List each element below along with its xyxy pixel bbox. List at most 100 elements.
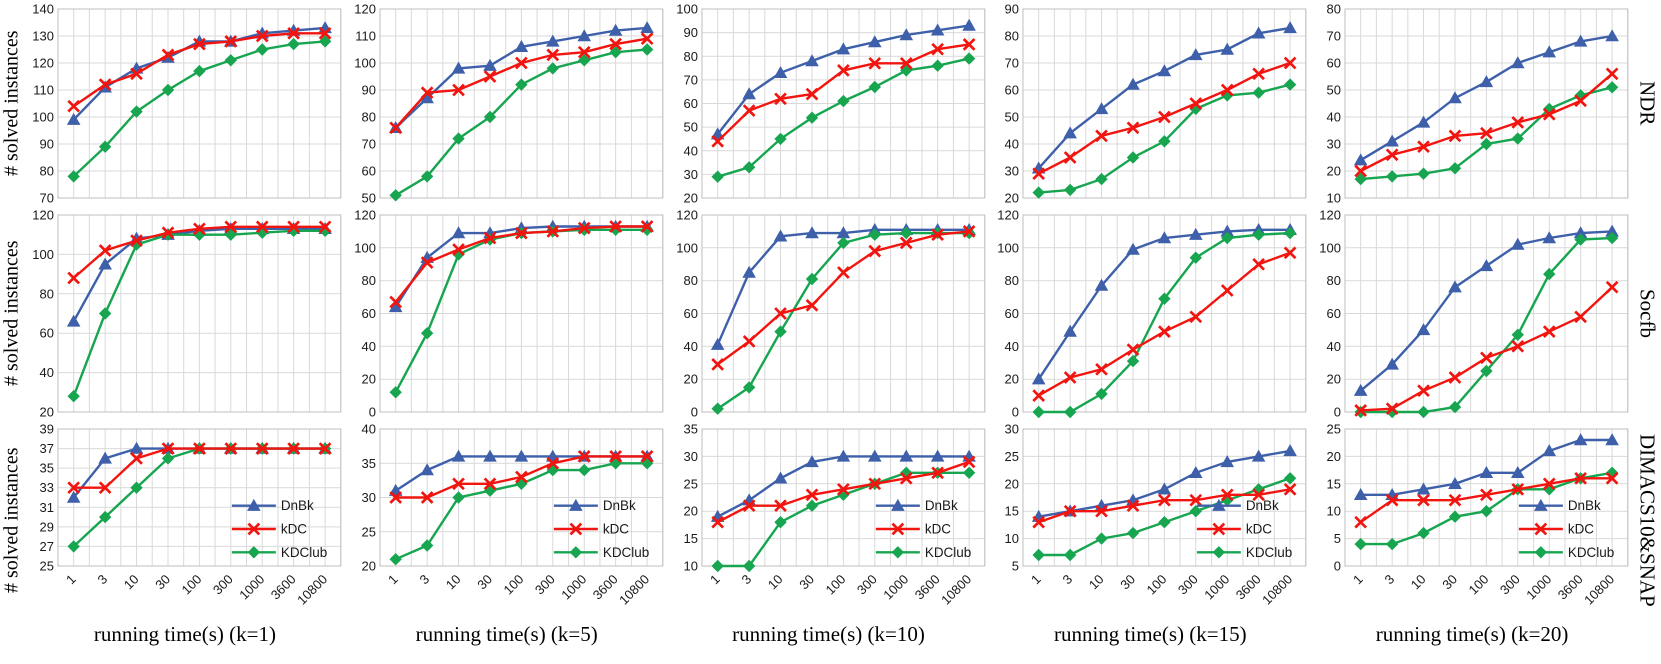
legend-label-DnBk: DnBk bbox=[1568, 498, 1601, 513]
svg-text:50: 50 bbox=[683, 120, 697, 135]
svg-text:110: 110 bbox=[355, 28, 376, 43]
triangle-marker bbox=[1212, 498, 1227, 511]
triangle-marker bbox=[1220, 42, 1235, 55]
svg-text:80: 80 bbox=[683, 49, 697, 64]
y-tick-labels: 20 30 40 50 60 70 80 90 bbox=[1005, 1, 1019, 205]
triangle-marker bbox=[1220, 224, 1235, 237]
svg-text:3: 3 bbox=[416, 572, 432, 588]
svg-text:140: 140 bbox=[32, 1, 54, 16]
svg-text:20: 20 bbox=[1327, 449, 1341, 464]
legend-label-KDClub: KDClub bbox=[603, 545, 649, 560]
y-tick-labels: 20 40 60 80 100 120 bbox=[32, 207, 54, 419]
triangle-marker bbox=[98, 451, 112, 464]
x-marker bbox=[483, 231, 497, 245]
x-marker bbox=[1543, 107, 1556, 121]
plot-border bbox=[1022, 214, 1307, 413]
diamond-marker bbox=[1032, 548, 1046, 562]
triangle-marker bbox=[98, 257, 112, 270]
gridlines bbox=[379, 214, 664, 413]
diamond-marker bbox=[1417, 167, 1430, 180]
triangle-marker bbox=[1157, 482, 1172, 495]
svg-text:20: 20 bbox=[1005, 476, 1019, 491]
chart-ndr-k15: 20 30 40 50 60 70 80 90 bbox=[1005, 1, 1307, 206]
triangle-marker bbox=[741, 265, 756, 278]
x-marker bbox=[930, 466, 944, 480]
svg-text:300: 300 bbox=[210, 572, 236, 598]
svg-text:0: 0 bbox=[690, 404, 697, 419]
triangle-marker bbox=[318, 21, 332, 34]
triangle-marker bbox=[836, 449, 850, 462]
svg-text:40: 40 bbox=[40, 365, 54, 380]
y-tick-labels: 10 20 30 40 50 60 70 80 bbox=[1327, 1, 1341, 205]
x-marker bbox=[1095, 504, 1109, 518]
x-marker bbox=[1221, 83, 1234, 97]
svg-text:100: 100 bbox=[32, 247, 54, 262]
svg-text:70: 70 bbox=[1005, 55, 1019, 70]
svg-text:30: 30 bbox=[474, 572, 495, 593]
svg-text:110: 110 bbox=[33, 82, 54, 97]
series-DnBk bbox=[1032, 21, 1298, 174]
plot-border bbox=[57, 8, 342, 199]
x-marker bbox=[1252, 488, 1266, 502]
x-marker bbox=[1252, 67, 1266, 81]
svg-text:120: 120 bbox=[32, 207, 54, 222]
triangle-marker bbox=[451, 61, 466, 74]
legend-label-kDC: kDC bbox=[1568, 521, 1594, 536]
x-marker bbox=[1032, 167, 1046, 181]
svg-text:35: 35 bbox=[683, 421, 697, 436]
svg-text:10: 10 bbox=[1086, 572, 1107, 593]
svg-text:1: 1 bbox=[1028, 572, 1044, 588]
series-kDC bbox=[1354, 471, 1619, 529]
triangle-marker bbox=[514, 449, 528, 462]
x-marker bbox=[255, 442, 269, 455]
triangle-marker bbox=[773, 229, 787, 242]
x-marker bbox=[1064, 371, 1077, 384]
triangle-marker bbox=[773, 471, 787, 484]
svg-text:20: 20 bbox=[1327, 372, 1341, 387]
y-tick-labels: 50 60 70 80 90 100 110 120 bbox=[354, 1, 376, 205]
svg-text:1000: 1000 bbox=[236, 572, 267, 603]
svg-text:1000: 1000 bbox=[558, 572, 589, 603]
x-axis-title-k1: running time(s) (k=1) bbox=[93, 622, 276, 646]
triangle-marker bbox=[1252, 449, 1266, 462]
triangle-marker bbox=[1252, 26, 1266, 39]
x-marker bbox=[1448, 493, 1462, 507]
x-marker bbox=[1158, 493, 1172, 507]
x-marker bbox=[1221, 488, 1234, 502]
x-marker bbox=[640, 32, 654, 46]
diamond-marker bbox=[742, 161, 755, 174]
x-marker bbox=[483, 477, 497, 491]
svg-text:15: 15 bbox=[1005, 504, 1019, 519]
legend-label-DnBk: DnBk bbox=[603, 498, 636, 513]
diamond-marker bbox=[577, 463, 591, 477]
series-kDC bbox=[67, 442, 332, 495]
svg-text:20: 20 bbox=[1005, 372, 1019, 387]
x-marker bbox=[742, 335, 756, 348]
diamond-marker bbox=[287, 37, 300, 51]
svg-text:40: 40 bbox=[1327, 109, 1341, 124]
svg-text:37: 37 bbox=[40, 441, 54, 456]
diamond-marker bbox=[130, 105, 143, 118]
svg-text:60: 60 bbox=[683, 306, 697, 321]
x-marker bbox=[1574, 94, 1588, 108]
x-axis-title-k15: running time(s) (k=15) bbox=[1053, 622, 1247, 646]
triangle-marker bbox=[1511, 237, 1525, 250]
legend-label-DnBk: DnBk bbox=[1246, 498, 1279, 513]
svg-text:100: 100 bbox=[822, 572, 848, 598]
diamond-marker bbox=[805, 499, 818, 512]
chart-ndr-k1: 70 80 90 100 110 120 130 140 bbox=[32, 1, 342, 206]
triangle-marker bbox=[1354, 488, 1368, 500]
svg-text:3: 3 bbox=[95, 572, 111, 588]
chart-socfb-k15: 0 20 40 60 80 100 120 bbox=[998, 207, 1307, 420]
x-marker bbox=[1284, 246, 1297, 260]
x-marker bbox=[1032, 389, 1046, 402]
svg-text:80: 80 bbox=[1005, 28, 1019, 43]
diamond-marker bbox=[1064, 405, 1077, 419]
triangle-marker bbox=[1063, 126, 1078, 139]
x-marker bbox=[710, 134, 724, 148]
diamond-marker bbox=[130, 481, 143, 494]
y-tick-labels: 0 5 10 15 20 25 bbox=[1327, 421, 1341, 573]
x-marker bbox=[1354, 404, 1368, 417]
